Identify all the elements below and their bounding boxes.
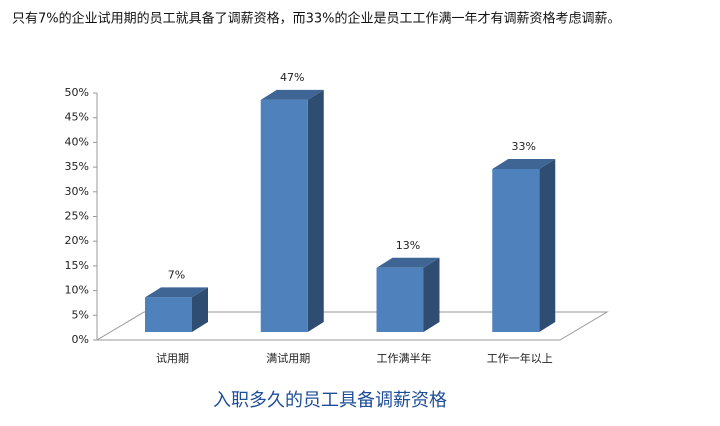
y-tick-label: 10% [65,284,89,297]
x-tick-label: 满试用期 [266,352,310,365]
y-tick-label: 35% [65,160,89,173]
y-tick-label: 30% [65,185,89,198]
y-tick-label: 20% [65,234,89,247]
bar-top [145,287,208,298]
bar-top [260,89,324,100]
chart-caption: 入职多久的员工具备调薪资格 [213,390,447,411]
value-label: 47% [280,71,304,84]
bar [145,297,192,332]
value-label: 33% [512,140,536,153]
bar [260,99,308,332]
y-tick-label: 5% [72,308,89,321]
floor [95,311,609,341]
value-label: 7% [168,268,185,281]
bar-side [307,89,324,332]
y-tick-label: 0% [72,333,89,346]
y-tick-label: 40% [65,135,89,148]
chart-title: 只有7%的企业试用期的员工就具备了调薪资格，而33%的企业是员工工作满一年才有调… [12,11,621,27]
bar-side [539,158,556,332]
bar-side [192,287,208,332]
value-label: 13% [396,239,420,252]
bar-top [376,257,440,268]
y-tick-label: 25% [65,210,89,223]
y-tick-label: 50% [65,86,89,99]
bar-side [423,257,440,332]
bar-top [492,158,556,169]
x-tick-label: 工作一年以上 [487,351,553,365]
y-tick-label: 45% [65,111,89,124]
y-tick-label: 15% [65,259,89,272]
bar [376,267,424,332]
bar [492,168,540,332]
x-tick-label: 工作满半年 [377,351,432,365]
x-tick-label: 试用期 [156,352,189,365]
